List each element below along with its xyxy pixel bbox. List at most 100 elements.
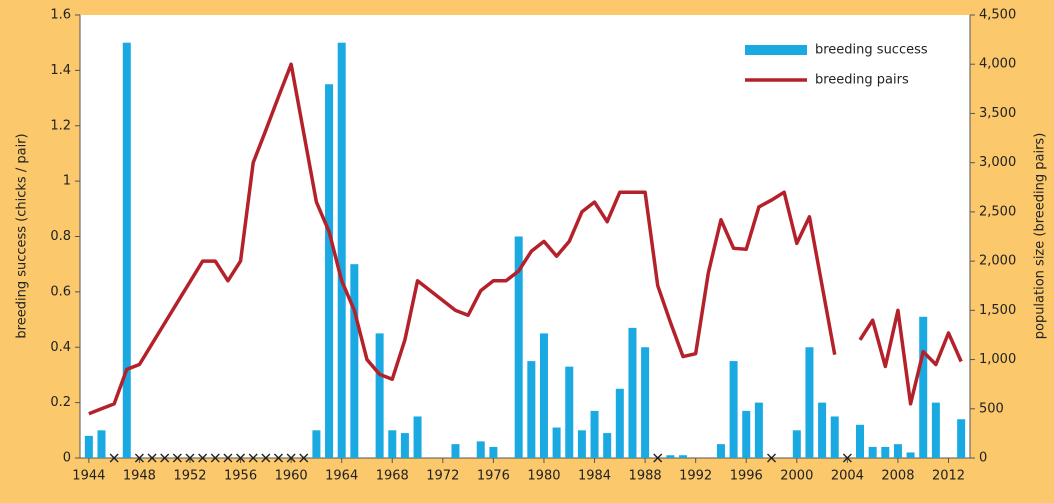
x-tick-label: 1988 <box>629 469 662 484</box>
zero-marker <box>286 453 296 463</box>
zero-marker <box>147 453 157 463</box>
legend-label: breeding pairs <box>815 73 909 88</box>
bar <box>603 433 612 458</box>
bar <box>716 444 725 458</box>
x-tick-label: 2008 <box>881 469 914 484</box>
y-tick-label: 0.2 <box>50 395 71 410</box>
y-tick-label: 1.4 <box>50 63 71 78</box>
y2-tick-label: 4,000 <box>979 57 1016 72</box>
bar <box>565 366 574 458</box>
y2-tick-label: 3,500 <box>979 106 1016 121</box>
x-tick-label: 1992 <box>679 469 712 484</box>
bar <box>881 446 890 458</box>
bar <box>337 42 346 458</box>
y2-axis-label: population size (breeding pairs) <box>1033 133 1048 340</box>
bar <box>514 236 523 458</box>
bar <box>628 327 637 458</box>
y2-tick-label: 2,500 <box>979 204 1016 219</box>
bar <box>856 424 865 458</box>
bar <box>325 84 334 458</box>
zero-marker <box>172 453 182 463</box>
bar <box>641 347 650 458</box>
bar <box>590 410 599 458</box>
y-tick-label: 0.8 <box>50 229 71 244</box>
bar <box>388 430 397 458</box>
bar <box>792 430 801 458</box>
bar <box>476 441 485 458</box>
bar <box>527 361 536 458</box>
bar <box>615 388 624 458</box>
bar <box>552 427 561 458</box>
bar <box>84 435 93 458</box>
y-tick-label: 1.6 <box>50 8 71 23</box>
x-tick-label: 1996 <box>730 469 763 484</box>
y2-tick-label: 1,500 <box>979 303 1016 318</box>
bar <box>577 430 586 458</box>
bar <box>413 416 422 458</box>
bar <box>818 402 827 458</box>
y2-tick-label: 4,500 <box>979 8 1016 23</box>
y2-tick-label: 0 <box>979 451 987 466</box>
x-tick-label: 1984 <box>578 469 611 484</box>
x-tick-label: 2012 <box>932 469 965 484</box>
x-tick-label: 1944 <box>72 469 105 484</box>
zero-marker <box>299 453 309 463</box>
zero-marker <box>273 453 283 463</box>
bar <box>805 347 814 458</box>
zero-marker <box>653 453 663 463</box>
bar <box>666 455 675 458</box>
bar <box>893 444 902 458</box>
zero-marker <box>223 453 233 463</box>
zero-marker <box>248 453 258 463</box>
zero-marker <box>109 453 119 463</box>
bar <box>312 430 321 458</box>
bar <box>919 316 928 458</box>
bar <box>931 402 940 458</box>
y-tick-label: 1 <box>63 174 71 189</box>
bar <box>742 410 751 458</box>
bar <box>957 419 966 458</box>
bar <box>539 333 548 458</box>
zero-marker <box>185 453 195 463</box>
bar <box>906 452 915 458</box>
zero-marker <box>842 453 852 463</box>
legend-swatch <box>745 45 807 55</box>
bar <box>97 430 106 458</box>
y-axis-label: breeding success (chicks / pair) <box>15 133 30 338</box>
zero-marker <box>261 453 271 463</box>
zero-marker <box>767 453 777 463</box>
zero-marker <box>210 453 220 463</box>
x-tick-label: 1972 <box>426 469 459 484</box>
x-tick-label: 2000 <box>780 469 813 484</box>
x-tick-label: 1960 <box>275 469 308 484</box>
bar <box>830 416 839 458</box>
bar <box>375 333 384 458</box>
y2-tick-label: 3,000 <box>979 155 1016 170</box>
bar <box>868 446 877 458</box>
x-tick-label: 1976 <box>477 469 510 484</box>
bar <box>122 42 131 458</box>
x-tick-label: 1952 <box>173 469 206 484</box>
x-tick-label: 1980 <box>527 469 560 484</box>
x-tick-label: 1948 <box>123 469 156 484</box>
legend-label: breeding success <box>815 43 928 58</box>
y-tick-label: 0.6 <box>50 284 71 299</box>
x-tick-label: 1956 <box>224 469 257 484</box>
zero-marker <box>236 453 246 463</box>
line <box>88 62 963 416</box>
y2-tick-label: 1,000 <box>979 352 1016 367</box>
zero-marker <box>134 453 144 463</box>
plot-area <box>80 15 970 458</box>
bar <box>489 446 498 458</box>
y-tick-label: 1.2 <box>50 118 71 133</box>
bar <box>754 402 763 458</box>
x-tick-label: 1968 <box>376 469 409 484</box>
zero-marker <box>198 453 208 463</box>
x-tick-label: 1964 <box>325 469 358 484</box>
y-tick-label: 0.4 <box>50 340 71 355</box>
bar <box>451 444 460 458</box>
bar <box>679 455 688 458</box>
bar <box>400 433 409 458</box>
